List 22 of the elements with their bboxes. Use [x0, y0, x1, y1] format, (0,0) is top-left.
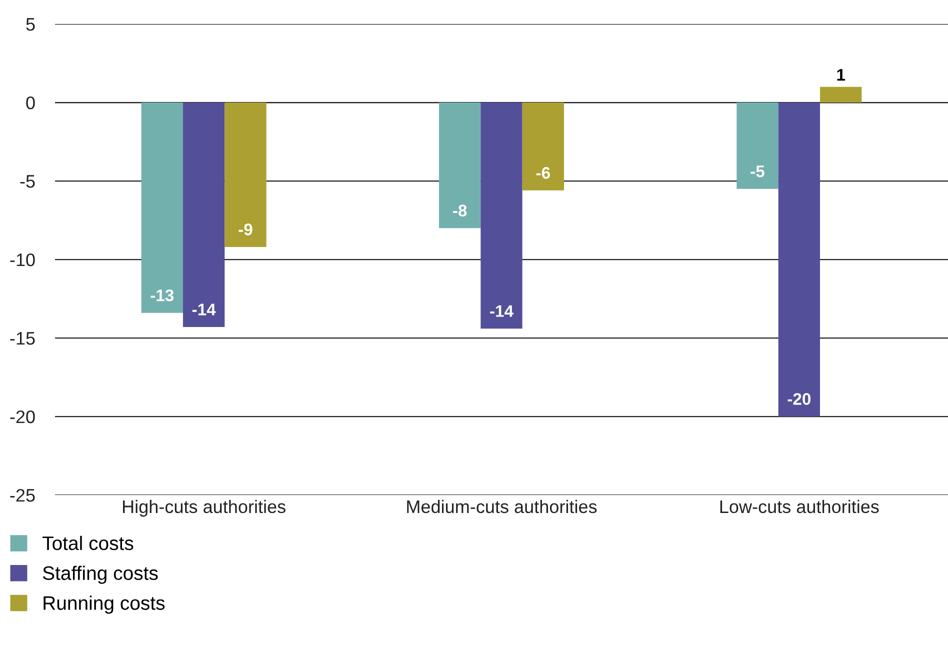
data-label: -5	[750, 166, 764, 178]
x-tick-label: Low-cuts authorities	[720, 500, 879, 514]
y-tick-label: -25	[10, 488, 35, 502]
y-tick-label: 0	[26, 96, 35, 110]
data-label: -20	[788, 393, 811, 405]
y-tick-label: -10	[10, 253, 35, 266]
data-label: -9	[238, 224, 252, 236]
data-label: -14	[192, 304, 216, 316]
data-label: 1	[837, 69, 846, 81]
y-tick-label: 5	[26, 18, 35, 31]
data-label: -6	[536, 167, 550, 179]
x-tick-label: Medium-cuts authorities	[407, 500, 597, 514]
data-label: -14	[490, 305, 514, 317]
y-tick-label: -20	[10, 410, 35, 424]
y-tick-label: -15	[10, 332, 35, 345]
y-tick-label: -5	[20, 175, 35, 188]
data-label: -13	[150, 289, 174, 302]
legend-label: Staffing costs	[42, 566, 158, 584]
x-tick-label: High-cuts authorities	[123, 500, 286, 517]
legend-label: Running costs	[44, 596, 165, 614]
data-label: -8	[453, 204, 467, 216]
legend-label: Total costs	[42, 536, 134, 550]
